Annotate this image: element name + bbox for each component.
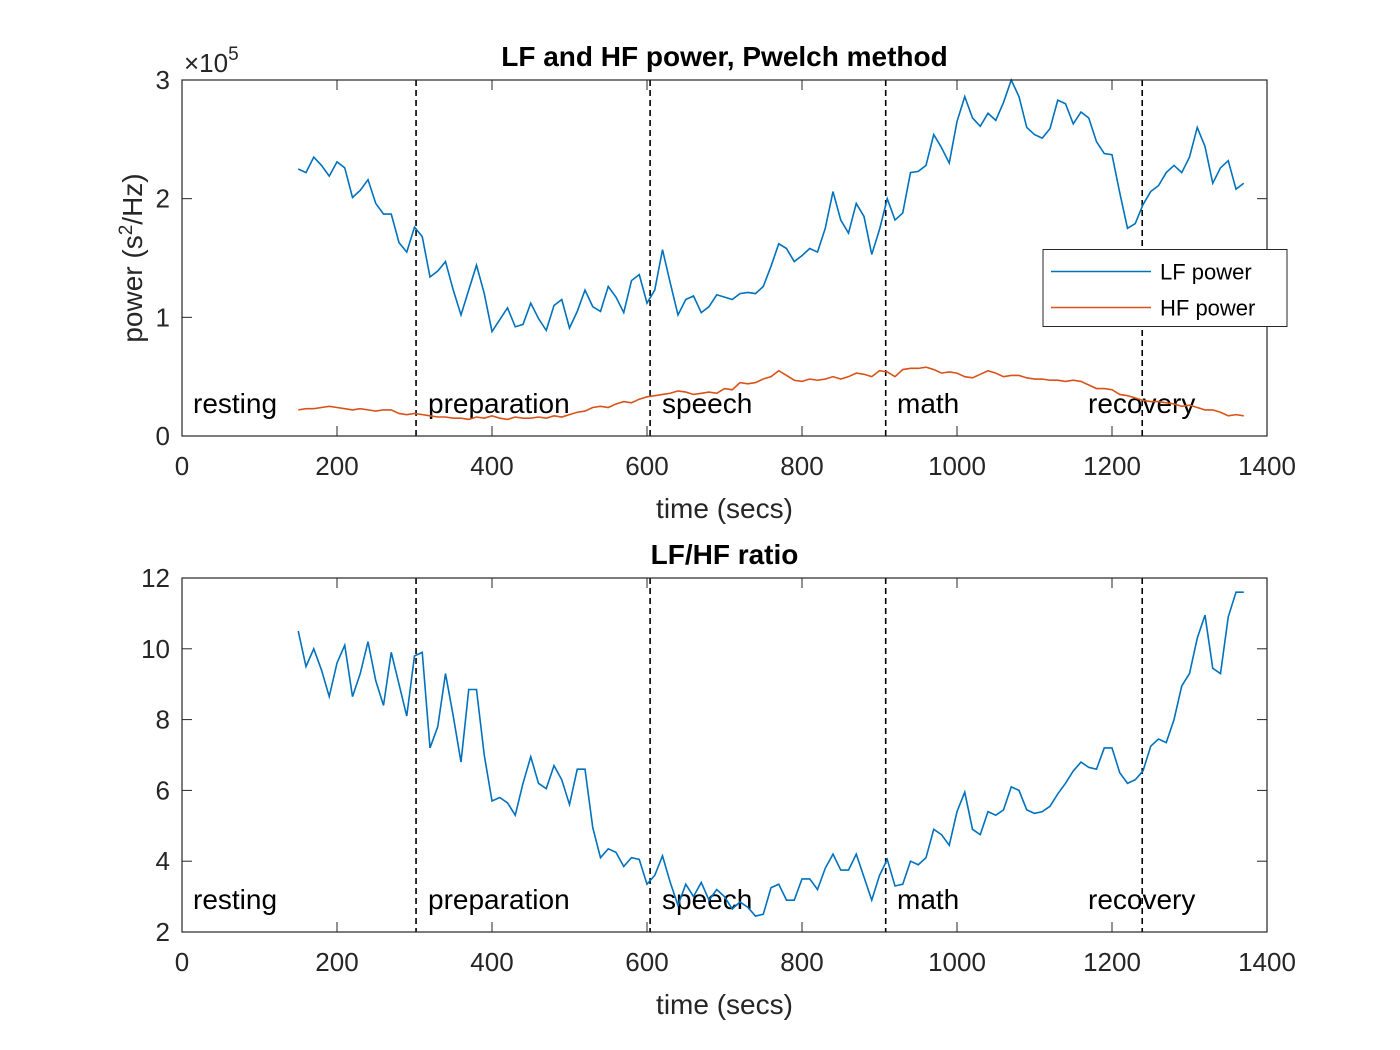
x-tick-label: 1200	[1083, 451, 1141, 481]
y-tick-label: 1	[156, 302, 170, 332]
chart-title: LF and HF power, Pwelch method	[501, 41, 947, 72]
chart-title: LF/HF ratio	[651, 539, 799, 570]
phase-label: recovery	[1088, 388, 1195, 419]
phase-label: resting	[193, 884, 277, 915]
legend-box	[1042, 249, 1288, 327]
x-tick-label: 200	[315, 947, 358, 977]
y-tick-label: 2	[156, 917, 170, 947]
y-tick-label: 2	[156, 184, 170, 214]
x-tick-label: 1000	[928, 947, 986, 977]
data-line	[297, 77, 1245, 334]
axes-frame	[181, 577, 1268, 933]
x-tick-label: 400	[470, 451, 513, 481]
phase-label: recovery	[1088, 884, 1195, 915]
y-tick-label: 8	[156, 705, 170, 735]
x-axis-label: time (secs)	[656, 493, 793, 524]
phase-label: math	[897, 884, 959, 915]
axes: 0 200 400 600 800 1000 1200 1400 0 1 2 3 resting prep…	[116, 41, 1296, 524]
x-tick-label: 400	[470, 947, 513, 977]
x-axis-label: time (secs)	[656, 989, 793, 1020]
y-axis-label-part: /Hz)	[117, 173, 148, 224]
y-tick-label: 0	[156, 421, 170, 451]
data-line	[298, 366, 1244, 421]
phase-label: preparation	[428, 884, 570, 915]
legend-label: LF power	[1160, 260, 1252, 285]
x-tick-label: 1400	[1238, 451, 1296, 481]
x-tick-label: 800	[780, 451, 823, 481]
y-exponent-power: 5	[228, 44, 239, 65]
y-tick-label: 10	[141, 634, 170, 664]
x-tick-label: 600	[625, 451, 668, 481]
legend-label: HF power	[1160, 296, 1255, 321]
y-axis-label-part: power (s	[117, 235, 148, 342]
plot-area	[182, 578, 1267, 932]
y-tick-label: 4	[156, 846, 170, 876]
y-tick-label: 6	[156, 775, 170, 805]
phase-label: math	[897, 388, 959, 419]
x-tick-label: 1400	[1238, 947, 1296, 977]
data-line	[297, 591, 1244, 917]
legend: LF power HF power	[1042, 249, 1288, 327]
x-tick-label: 0	[175, 451, 189, 481]
y-exponent: ×105	[184, 44, 239, 78]
phase-label: resting	[193, 388, 277, 419]
x-tick-label: 0	[175, 947, 189, 977]
phase-label: preparation	[428, 388, 570, 419]
x-tick-label: 800	[780, 947, 823, 977]
x-tick-label: 200	[315, 451, 358, 481]
y-tick-label: 12	[141, 563, 170, 593]
y-axis-label: power (s2/Hz)	[116, 173, 148, 342]
phase-label: speech	[662, 884, 752, 915]
y-exponent-base: ×10	[184, 48, 228, 78]
x-tick-label: 600	[625, 947, 668, 977]
y-axis-label-superscript: 2	[116, 225, 137, 236]
x-tick-label: 1000	[928, 451, 986, 481]
axes: 0 200 400 600 800 1000 1200 1400 2 4 6 8 10 12 resting…	[141, 539, 1296, 1020]
y-tick-label: 3	[156, 65, 170, 95]
x-tick-label: 1200	[1083, 947, 1141, 977]
